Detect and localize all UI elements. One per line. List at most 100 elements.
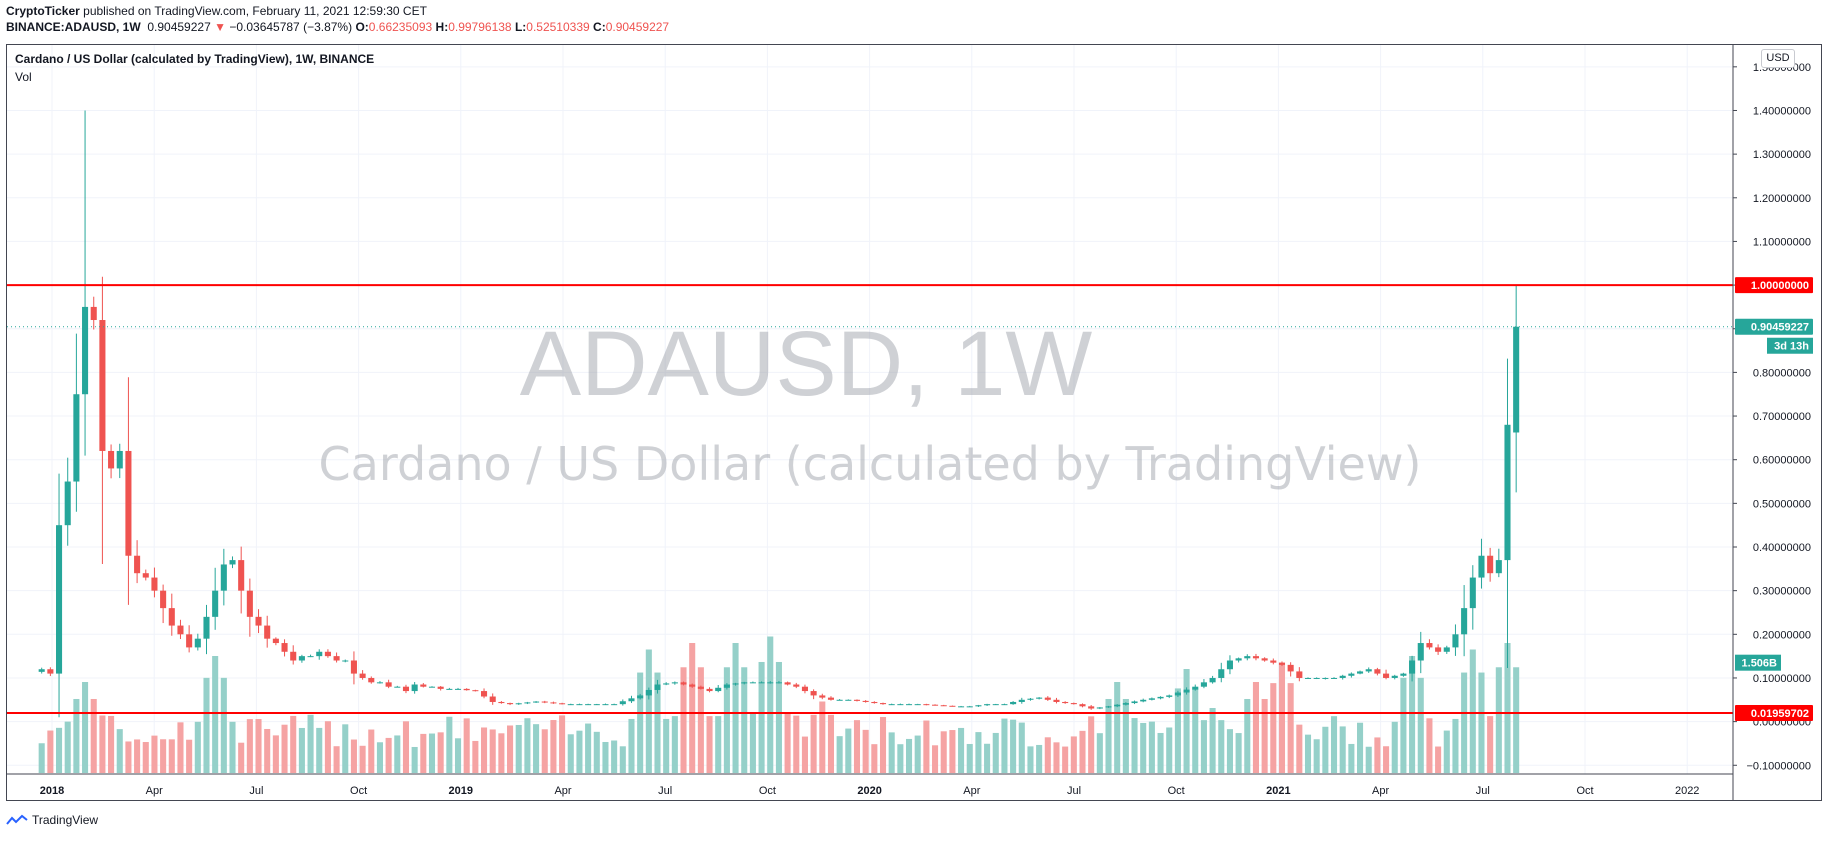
- volume-value-tag-bg: [1735, 654, 1781, 671]
- candle-body: [411, 684, 418, 692]
- candle-body: [220, 564, 227, 591]
- change-arrow-icon: ▼: [214, 20, 226, 34]
- candle-body: [1357, 671, 1364, 674]
- candle-body: [1461, 608, 1468, 635]
- candle-body: [480, 691, 488, 697]
- chart-legend-title: Cardano / US Dollar (calculated by Tradi…: [15, 52, 375, 66]
- volume-bar: [905, 738, 913, 773]
- volume-bar: [368, 729, 375, 773]
- volume-bar: [775, 661, 782, 773]
- volume-bar: [1330, 716, 1338, 773]
- candle-body: [515, 703, 522, 705]
- candle-body: [1131, 701, 1138, 704]
- volume-bar: [1192, 688, 1199, 773]
- volume-bar: [350, 739, 357, 773]
- volume-bar: [888, 732, 895, 773]
- candle-body: [619, 701, 626, 705]
- time-tick-label: Apr: [963, 785, 980, 797]
- candle-body: [1062, 701, 1069, 704]
- candle-body: [1183, 689, 1190, 693]
- high-label: H:: [435, 20, 449, 34]
- volume-bar: [940, 731, 947, 773]
- candle-body: [1478, 555, 1485, 578]
- candle-body: [177, 625, 184, 635]
- candle-body: [741, 682, 748, 684]
- volume-bar: [1062, 746, 1069, 773]
- volume-bar: [1036, 744, 1043, 773]
- price-tick-label: 0.10000000: [1753, 673, 1811, 685]
- time-tick-label: Oct: [350, 785, 367, 797]
- close-value: 0.90459227: [605, 20, 670, 34]
- candle-body: [1391, 675, 1398, 678]
- candle-body: [654, 684, 661, 690]
- currency-scale-button[interactable]: USD: [1761, 49, 1795, 68]
- candle-body: [949, 705, 956, 707]
- volume-bar: [1339, 726, 1346, 773]
- time-tick-label: Jul: [1067, 785, 1081, 797]
- volume-bar: [1304, 734, 1312, 773]
- candle-body: [689, 684, 696, 687]
- candle-body: [1018, 699, 1025, 702]
- candle-body: [394, 686, 401, 688]
- candle-body: [732, 683, 739, 685]
- price-axis[interactable]: 1.500000001.400000001.300000001.20000000…: [1732, 45, 1811, 800]
- volume-bar: [472, 740, 479, 773]
- candle-body: [194, 638, 201, 648]
- volume-bar: [767, 636, 774, 773]
- candle-body: [767, 682, 774, 684]
- candle-body: [1400, 673, 1407, 676]
- candle-body: [1192, 686, 1199, 690]
- horizontal-line-price-tag-bg: [1735, 277, 1813, 294]
- volume-bar: [1287, 683, 1294, 773]
- volume-bar: [324, 721, 331, 773]
- candle-body: [1330, 677, 1338, 679]
- candle-body: [1322, 677, 1329, 679]
- watermark-description: Cardano / US Dollar (calculated by Tradi…: [319, 437, 1422, 491]
- volume-bar: [1409, 656, 1416, 773]
- candle-body: [333, 656, 340, 661]
- volume-bar: [819, 701, 826, 773]
- candle-body: [1383, 673, 1390, 678]
- volume-bar: [715, 716, 722, 773]
- high-value: 0.99796138: [448, 20, 512, 34]
- close-label: C:: [593, 20, 606, 34]
- volume-bar: [1122, 698, 1129, 773]
- volume-bar: [307, 714, 314, 773]
- volume-bar: [1079, 730, 1086, 773]
- volume-bar: [1018, 722, 1025, 773]
- volume-bar: [1105, 698, 1112, 773]
- time-tick-label: Oct: [1168, 785, 1185, 797]
- candle-body: [64, 481, 71, 526]
- time-tick-label: Apr: [1372, 785, 1389, 797]
- candle-body: [1044, 697, 1051, 700]
- volume-bar: [1478, 672, 1485, 773]
- candle-body: [203, 616, 210, 639]
- time-axis[interactable]: 2018 Apr Jul Oct 2019 Apr Jul Oct 2020 Apr Jul Oct 2…: [7, 773, 1733, 797]
- volume-bar: [428, 733, 436, 773]
- candle-body: [402, 686, 410, 692]
- volume-bar: [550, 720, 557, 773]
- chart-frame[interactable]: [6, 44, 1822, 801]
- price-tick-label: 0.40000000: [1753, 542, 1811, 554]
- countdown-tag-bg: [1767, 337, 1813, 354]
- volume-bar: [871, 744, 878, 773]
- candle-body: [385, 682, 392, 687]
- volume-bar: [810, 714, 817, 773]
- candle-body: [1339, 675, 1346, 678]
- candle-body: [1001, 704, 1008, 706]
- volume-bar: [585, 723, 592, 773]
- candle-body: [238, 560, 245, 591]
- candle-body: [56, 525, 63, 674]
- volume-bar: [1088, 716, 1095, 773]
- candle-body: [958, 706, 965, 708]
- open-label: O:: [355, 20, 369, 34]
- low-label: L:: [514, 20, 527, 34]
- volume-bar: [1183, 669, 1190, 773]
- volume-bar: [853, 720, 861, 773]
- tradingview-logo[interactable]: TradingView: [6, 813, 98, 827]
- candle-body: [879, 703, 887, 705]
- horizontal-lines[interactable]: [7, 284, 1733, 715]
- horizontal-line-price-tag: 0.01959702: [1751, 708, 1809, 720]
- candle-body: [602, 704, 609, 706]
